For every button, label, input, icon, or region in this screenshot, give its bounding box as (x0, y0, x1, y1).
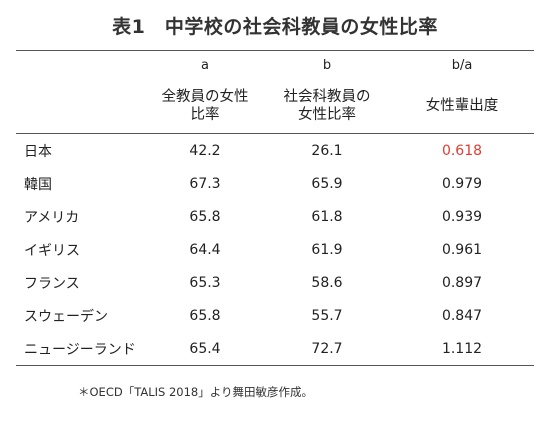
table-row: スウェーデン 65.8 55.7 0.847 (16, 299, 534, 332)
social-studies-female-ratio-cell: 26.1 (311, 142, 343, 159)
table-title: 表1 中学校の社会科教員の女性比率 (112, 16, 438, 38)
column-heading-b: 社会科教員の 女性比率 (264, 79, 390, 134)
all-teachers-female-ratio-cell: 64.4 (189, 241, 221, 258)
column-heading-a-line2: 比率 (190, 107, 220, 123)
column-letter-b: b (264, 50, 390, 79)
all-teachers-female-ratio-cell: 65.8 (189, 307, 221, 324)
table-row: 日本 42.2 26.1 0.618 (16, 134, 534, 168)
all-teachers-female-ratio-cell: 67.3 (189, 175, 221, 192)
column-letter-row: a b b/a (16, 50, 534, 79)
all-teachers-female-ratio-cell: 65.8 (189, 208, 221, 225)
table-row: アメリカ 65.8 61.8 0.939 (16, 200, 534, 233)
country-cell: フランス (24, 275, 80, 292)
column-letter-ratio: b/a (390, 50, 534, 79)
country-cell: ニュージーランド (16, 332, 146, 366)
female-ratio-table: a b b/a 全教員の女性 比率 社会科教員の 女性比率 女性輩出度 日本 42… (16, 50, 534, 366)
country-cell: 日本 (24, 143, 52, 160)
footnote: ＊OECD「TALIS 2018」より舞田敏彦作成。 (78, 385, 313, 399)
social-studies-female-ratio-cell: 72.7 (264, 332, 390, 366)
column-heading-a-line1: 全教員の女性 (161, 89, 249, 105)
social-studies-female-ratio-cell: 61.9 (311, 241, 343, 258)
female-output-ratio-cell: 0.939 (441, 208, 483, 225)
country-cell: イギリス (24, 242, 80, 259)
all-teachers-female-ratio-cell: 42.2 (189, 142, 221, 159)
column-letter-country (16, 50, 146, 79)
table-row: フランス 65.3 58.6 0.897 (16, 266, 534, 299)
female-output-ratio-cell: 1.112 (390, 332, 534, 366)
female-output-ratio-cell: 0.979 (441, 175, 483, 192)
social-studies-female-ratio-cell: 55.7 (311, 307, 343, 324)
column-heading-b-line1: 社会科教員の (283, 89, 371, 105)
female-output-ratio-cell: 0.618 (441, 142, 483, 159)
column-heading-ratio: 女性輩出度 (390, 79, 534, 134)
female-output-ratio-cell: 0.961 (441, 241, 483, 258)
column-heading-country (16, 79, 146, 134)
all-teachers-female-ratio-cell: 65.3 (189, 274, 221, 291)
column-heading-b-line2: 女性比率 (298, 107, 356, 123)
table-row: 韓国 67.3 65.9 0.979 (16, 167, 534, 200)
table-body: 日本 42.2 26.1 0.618 韓国 67.3 65.9 0.979 アメリカ 65.8 61… (16, 134, 534, 366)
social-studies-female-ratio-cell: 58.6 (311, 274, 343, 291)
country-cell: 韓国 (24, 176, 52, 193)
column-letter-a: a (146, 50, 264, 79)
social-studies-female-ratio-cell: 65.9 (311, 175, 343, 192)
all-teachers-female-ratio-cell: 65.4 (146, 332, 264, 366)
column-heading-row: 全教員の女性 比率 社会科教員の 女性比率 女性輩出度 (16, 79, 534, 134)
country-cell: スウェーデン (24, 308, 108, 325)
female-output-ratio-cell: 0.897 (441, 274, 483, 291)
column-heading-a: 全教員の女性 比率 (146, 79, 264, 134)
table-row: ニュージーランド 65.4 72.7 1.112 (16, 332, 534, 366)
social-studies-female-ratio-cell: 61.8 (311, 208, 343, 225)
country-cell: アメリカ (24, 209, 80, 226)
table-row: イギリス 64.4 61.9 0.961 (16, 233, 534, 266)
female-output-ratio-cell: 0.847 (441, 307, 483, 324)
